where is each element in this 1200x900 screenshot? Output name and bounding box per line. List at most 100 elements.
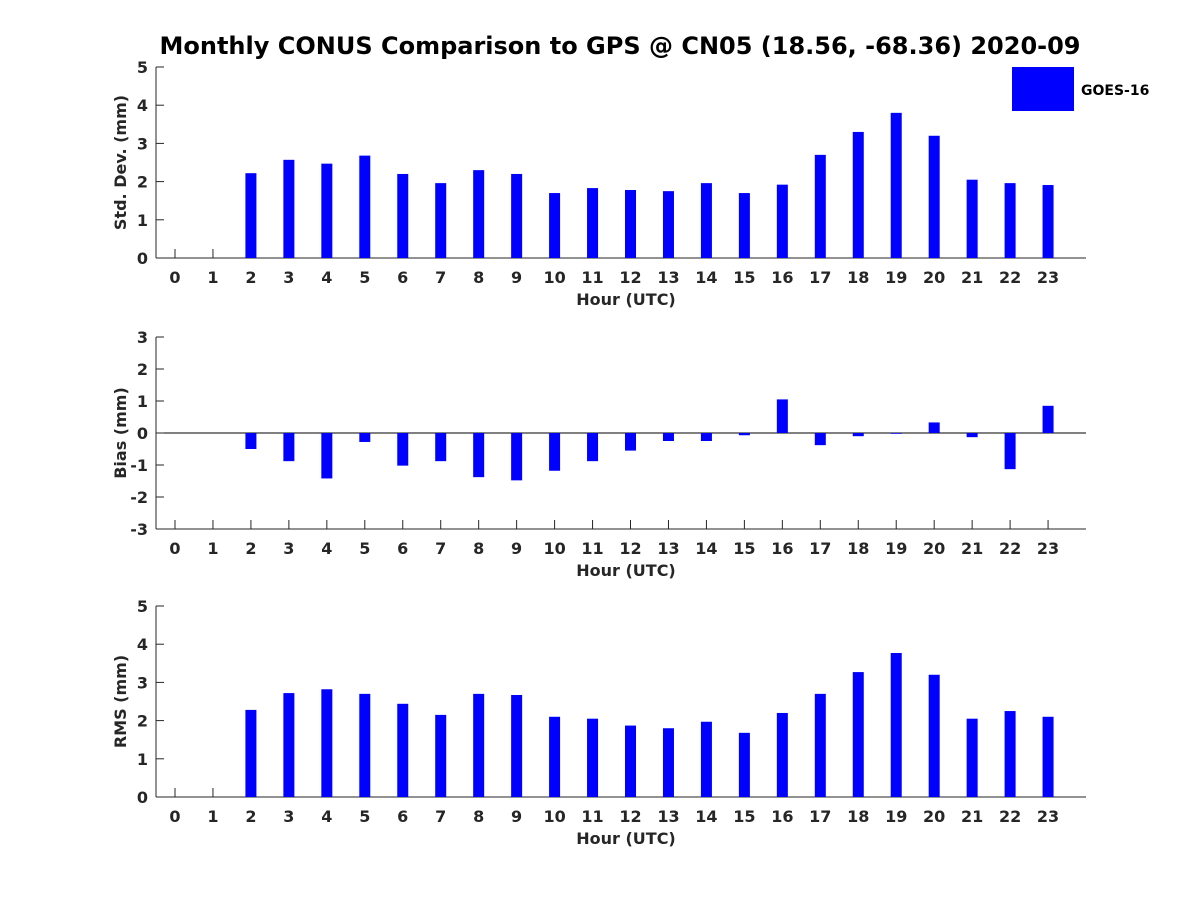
bar-hour-14	[700, 721, 712, 797]
bar-hour-20	[928, 135, 940, 258]
bar-hour-4	[321, 433, 333, 479]
y-tick-label: 5	[137, 58, 148, 77]
bar-hour-9	[511, 433, 523, 481]
x-tick-label: 18	[847, 807, 869, 826]
x-tick-label: 23	[1037, 268, 1059, 287]
x-tick-label: 14	[695, 268, 717, 287]
x-tick-label: 3	[283, 807, 294, 826]
x-tick-label: 1	[207, 268, 218, 287]
x-tick-label: 13	[657, 807, 679, 826]
bar-hour-4	[321, 163, 333, 258]
bar-hour-6	[397, 433, 409, 466]
bar-hour-17	[814, 154, 826, 258]
y-tick-label: 5	[137, 597, 148, 616]
bar-hour-19	[890, 433, 902, 434]
bar-hour-18	[852, 672, 864, 797]
x-tick-label: 7	[435, 807, 446, 826]
bar-hour-14	[700, 183, 712, 258]
bar-hour-13	[662, 191, 674, 258]
y-tick-label: 3	[137, 328, 148, 347]
y-axis-label: Std. Dev. (mm)	[111, 95, 130, 230]
bar-hour-22	[1004, 711, 1016, 797]
x-tick-label: 6	[397, 807, 408, 826]
x-tick-label: 17	[809, 539, 831, 558]
x-tick-label: 14	[695, 807, 717, 826]
bar-hour-15	[738, 193, 750, 258]
x-axis-label: Hour (UTC)	[576, 829, 676, 848]
bar-hour-9	[511, 695, 523, 797]
x-tick-label: 19	[885, 807, 907, 826]
bar-hour-12	[625, 725, 637, 797]
bar-hour-16	[776, 184, 788, 258]
bar-hour-19	[890, 112, 902, 258]
bar-hour-16	[776, 399, 788, 433]
bar-hour-3	[283, 433, 295, 462]
x-tick-label: 5	[359, 539, 370, 558]
x-tick-label: 1	[207, 807, 218, 826]
bar-hour-14	[700, 433, 712, 441]
legend-swatch	[1012, 67, 1074, 111]
y-tick-label: 0	[137, 788, 148, 807]
x-tick-label: 8	[473, 539, 484, 558]
x-axis-label: Hour (UTC)	[576, 290, 676, 309]
x-tick-label: 3	[283, 539, 294, 558]
bar-hour-13	[662, 728, 674, 797]
x-tick-label: 2	[245, 807, 256, 826]
y-tick-label: -1	[130, 456, 148, 475]
x-tick-label: 9	[511, 539, 522, 558]
bar-hour-22	[1004, 433, 1016, 470]
x-tick-label: 19	[885, 268, 907, 287]
legend-label: GOES-16	[1081, 83, 1149, 99]
bar-hour-15	[738, 433, 750, 436]
x-tick-label: 8	[473, 268, 484, 287]
x-tick-label: 10	[543, 268, 565, 287]
x-tick-label: 2	[245, 268, 256, 287]
x-tick-label: 4	[321, 539, 332, 558]
y-tick-label: 2	[137, 173, 148, 192]
bar-hour-6	[397, 703, 409, 797]
y-tick-label: 0	[137, 249, 148, 268]
y-tick-label: 4	[137, 96, 148, 115]
x-tick-label: 7	[435, 268, 446, 287]
x-tick-label: 10	[543, 539, 565, 558]
bar-hour-17	[814, 693, 826, 797]
x-tick-label: 17	[809, 807, 831, 826]
bar-hour-2	[245, 173, 257, 258]
x-tick-label: 2	[245, 539, 256, 558]
bar-hour-7	[435, 183, 447, 258]
x-tick-label: 16	[771, 539, 793, 558]
x-tick-label: 18	[847, 539, 869, 558]
x-tick-label: 17	[809, 268, 831, 287]
x-tick-label: 5	[359, 268, 370, 287]
bar-hour-23	[1042, 405, 1054, 433]
bar-hour-13	[662, 433, 674, 441]
bar-hour-2	[245, 709, 257, 797]
x-tick-label: 11	[581, 268, 603, 287]
bar-hour-10	[549, 193, 561, 258]
y-tick-label: 2	[137, 360, 148, 379]
x-tick-label: 9	[511, 268, 522, 287]
y-tick-label: 3	[137, 673, 148, 692]
bar-hour-5	[359, 433, 371, 442]
bar-hour-9	[511, 173, 523, 258]
bar-hour-8	[473, 433, 485, 478]
x-axis-label: Hour (UTC)	[576, 561, 676, 580]
x-tick-label: 0	[169, 268, 180, 287]
bar-hour-20	[928, 674, 940, 797]
y-tick-label: 1	[137, 211, 148, 230]
bar-hour-20	[928, 422, 940, 433]
x-tick-label: 10	[543, 807, 565, 826]
bar-hour-7	[435, 714, 447, 797]
x-tick-label: 19	[885, 539, 907, 558]
y-tick-label: 2	[137, 712, 148, 731]
legend: GOES-16	[1012, 67, 1149, 111]
bar-hour-21	[966, 433, 978, 438]
bar-hour-11	[587, 433, 599, 462]
y-tick-label: 1	[137, 392, 148, 411]
x-tick-label: 13	[657, 539, 679, 558]
bar-hour-21	[966, 179, 978, 258]
x-tick-label: 6	[397, 268, 408, 287]
x-tick-label: 1	[207, 539, 218, 558]
